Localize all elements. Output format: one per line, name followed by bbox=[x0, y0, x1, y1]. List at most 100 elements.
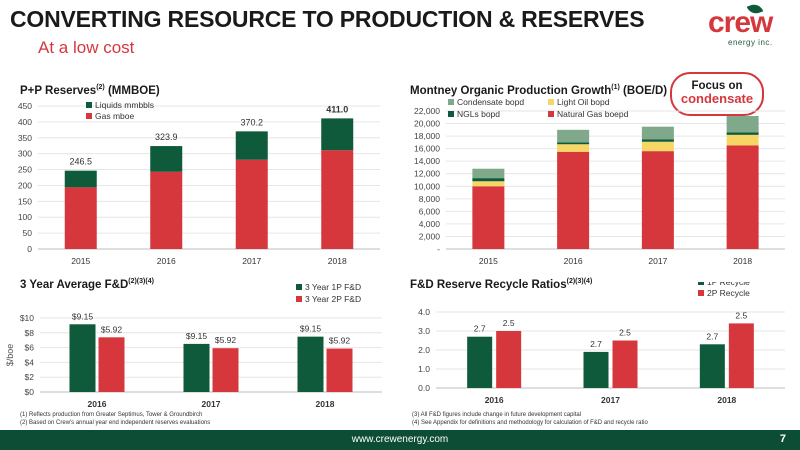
bar bbox=[98, 337, 125, 392]
bar-segment bbox=[641, 141, 674, 152]
bar bbox=[69, 324, 96, 392]
bar-segment bbox=[726, 145, 759, 249]
slide-title: CONVERTING RESOURCE TO PRODUCTION & RESE… bbox=[10, 6, 645, 32]
legend-label: NGLs bopd bbox=[457, 109, 500, 119]
bar-segment bbox=[472, 178, 505, 182]
page-number: 7 bbox=[779, 433, 786, 445]
focus-line-1: Focus on bbox=[691, 80, 743, 92]
y-tick-label: 22,000 bbox=[414, 106, 440, 116]
data-label: 2.7 bbox=[474, 324, 486, 334]
y-tick-label: - bbox=[437, 244, 440, 254]
legend-swatch bbox=[698, 282, 704, 285]
bar-segment bbox=[641, 126, 674, 140]
legend-label: 1P Recycle bbox=[707, 282, 750, 287]
y-tick-label: 1.0 bbox=[418, 364, 430, 374]
reserves-title-suffix: (MMBOE) bbox=[104, 84, 160, 97]
y-tick-label: 50 bbox=[23, 228, 33, 238]
bar-segment bbox=[557, 144, 590, 152]
y-tick-label: $6 bbox=[25, 343, 35, 353]
legend-label: 3 Year 2P F&D bbox=[305, 294, 361, 304]
bar bbox=[583, 351, 609, 388]
reserves-title-sup: (2) bbox=[96, 84, 105, 91]
y-tick-label: 8,000 bbox=[419, 194, 441, 204]
bar bbox=[212, 348, 239, 392]
x-tick-label: 2018 bbox=[328, 256, 347, 266]
y-tick-label: 16,000 bbox=[414, 144, 440, 154]
recycle-title-sup: (2)(3)(4) bbox=[566, 278, 593, 285]
x-tick-label: 2018 bbox=[717, 395, 736, 405]
y-tick-label: 18,000 bbox=[414, 131, 440, 141]
x-tick-label: 2016 bbox=[157, 256, 176, 266]
legend-swatch bbox=[86, 102, 92, 108]
fd-title-text: 3 Year Average F&D bbox=[20, 278, 129, 291]
y-tick-label: $0 bbox=[25, 387, 35, 397]
x-tick-label: 2016 bbox=[485, 395, 504, 405]
production-title-suffix: (BOE/D) bbox=[619, 84, 668, 97]
legend-label: Light Oil bopd bbox=[557, 97, 610, 107]
y-tick-label: 2,000 bbox=[419, 231, 441, 241]
bar-segment bbox=[557, 142, 590, 145]
bar-segment bbox=[235, 131, 268, 160]
production-chart: - 2,000 4,000 6,000 8,000 10,000 12,000 14,000 1… bbox=[414, 97, 785, 266]
bar-segment bbox=[150, 146, 183, 172]
legend-label: 3 Year 1P F&D bbox=[305, 282, 361, 292]
data-label: 411.0 bbox=[326, 104, 348, 114]
y-tick-label: $8 bbox=[25, 328, 35, 338]
legend-label: Gas mboe bbox=[95, 111, 134, 121]
bar-segment bbox=[472, 168, 505, 179]
data-label: 2.5 bbox=[619, 328, 631, 338]
legend-swatch bbox=[548, 99, 554, 105]
bar bbox=[467, 336, 493, 388]
footnote-2: (2) Based on Crew's annual year end inde… bbox=[20, 420, 211, 426]
reserves-chart-title: P+P Reserves(2) (MMBOE) bbox=[20, 84, 160, 97]
y-tick-label: 250 bbox=[18, 165, 32, 175]
bar-segment bbox=[726, 116, 759, 133]
legend-swatch bbox=[548, 111, 554, 117]
bar bbox=[183, 343, 210, 392]
legend-swatch bbox=[296, 296, 302, 302]
bar-segment bbox=[472, 181, 505, 187]
y-tick-label: 400 bbox=[18, 117, 32, 127]
bar bbox=[612, 340, 638, 388]
y-tick-label: $2 bbox=[25, 372, 35, 382]
fd-title-sup: (2)(3)(4) bbox=[128, 278, 154, 285]
y-tick-label: 10,000 bbox=[414, 181, 440, 191]
legend-label: Liquids mmbbls bbox=[95, 100, 154, 110]
x-tick-label: 2017 bbox=[601, 395, 620, 405]
bar bbox=[326, 348, 353, 392]
legend-swatch bbox=[448, 99, 454, 105]
legend-swatch bbox=[698, 290, 704, 296]
production-title-text: Montney Organic Production Growth bbox=[410, 84, 612, 97]
legend-swatch bbox=[448, 111, 454, 117]
bar-segment bbox=[726, 134, 759, 146]
bar bbox=[699, 344, 725, 388]
production-title-sup: (1) bbox=[611, 84, 620, 91]
footer-bar: www.crewenergy.com 7 bbox=[0, 430, 800, 450]
y-tick-label: 20,000 bbox=[414, 119, 440, 129]
legend-swatch bbox=[86, 113, 92, 119]
y-tick-label: 100 bbox=[18, 212, 32, 222]
y-tick-label: $10 bbox=[20, 313, 34, 323]
data-label: 2.7 bbox=[706, 331, 718, 341]
bar-segment bbox=[726, 132, 759, 135]
crew-logo: crew energy inc. bbox=[708, 1, 786, 52]
bar bbox=[728, 323, 754, 388]
bar-segment bbox=[321, 118, 354, 151]
data-label: $9.15 bbox=[186, 331, 208, 341]
y-tick-label: 150 bbox=[18, 196, 32, 206]
recycle-chart-title: F&D Reserve Recycle Ratios(2)(3)(4) bbox=[410, 278, 592, 291]
footnotes-left: (1) Reflects production from Greater Sep… bbox=[20, 411, 210, 427]
focus-line-2: condensate bbox=[680, 91, 754, 106]
y-axis-label: $/boe bbox=[5, 344, 15, 367]
footnote-3: (3) All F&D figures include change in fu… bbox=[412, 412, 582, 418]
footnote-1: (1) Reflects production from Greater Sep… bbox=[20, 412, 203, 418]
y-tick-label: 300 bbox=[18, 149, 32, 159]
y-tick-label: 12,000 bbox=[414, 169, 440, 179]
production-chart-title: Montney Organic Production Growth(1) (BO… bbox=[410, 84, 667, 97]
legend-swatch bbox=[296, 284, 302, 290]
footer-url[interactable]: www.crewenergy.com bbox=[351, 434, 449, 445]
data-label: $9.15 bbox=[72, 311, 94, 321]
bar bbox=[297, 336, 324, 392]
data-label: $9.15 bbox=[300, 324, 322, 334]
logo-subtext: energy inc. bbox=[728, 38, 773, 47]
